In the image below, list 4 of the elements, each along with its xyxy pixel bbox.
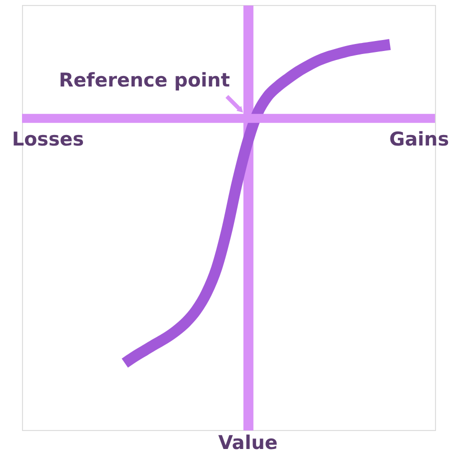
text: Losses — [12, 128, 84, 150]
annotation: Reference point — [58, 69, 230, 92]
text: Value — [218, 432, 278, 454]
annotation: Gains — [389, 128, 449, 150]
